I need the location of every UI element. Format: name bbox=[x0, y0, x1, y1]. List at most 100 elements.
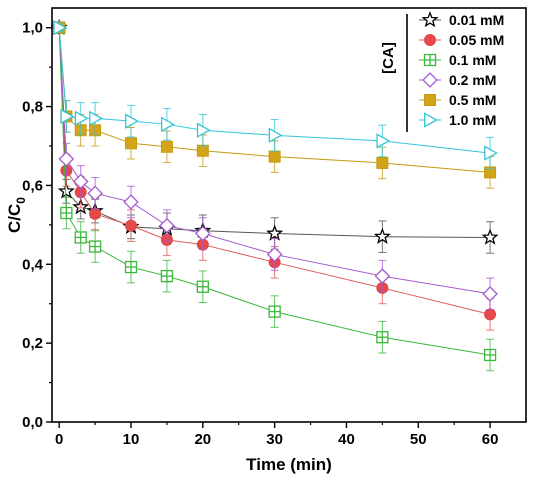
data-point bbox=[266, 246, 283, 263]
legend-marker bbox=[424, 112, 438, 128]
marker-shape bbox=[58, 151, 75, 167]
series-line bbox=[58, 27, 491, 238]
x-tick-label: 50 bbox=[410, 431, 427, 448]
marker-shape bbox=[424, 112, 438, 128]
data-point bbox=[74, 110, 89, 127]
series-1-0-mm bbox=[53, 20, 499, 170]
y-tick-label: 0,2 bbox=[22, 335, 43, 352]
marker-shape bbox=[376, 133, 391, 149]
marker-shape bbox=[422, 72, 438, 88]
legend-items: 0.01 mM 0.05 mM 0.1 mM 0.2 mM 0.5 mM 1.0 mM bbox=[419, 11, 504, 128]
legend-label: 0.2 mM bbox=[449, 72, 496, 88]
marker-shape bbox=[482, 286, 498, 302]
data-point bbox=[58, 151, 75, 167]
marker-shape bbox=[481, 228, 499, 245]
x-tick-label: 20 bbox=[194, 431, 211, 448]
marker-shape bbox=[159, 217, 175, 234]
marker-shape bbox=[268, 127, 283, 144]
data-point bbox=[266, 224, 284, 241]
marker-shape bbox=[74, 110, 89, 127]
marker-shape bbox=[72, 173, 89, 190]
legend-item: 1.0 mM bbox=[419, 112, 496, 128]
marker-shape bbox=[484, 308, 497, 321]
data-point bbox=[89, 110, 104, 127]
data-point bbox=[74, 231, 87, 244]
data-point bbox=[72, 173, 89, 190]
series-line bbox=[58, 27, 491, 173]
x-tick-label: 10 bbox=[123, 431, 140, 448]
x-tick-label: 0 bbox=[55, 431, 63, 448]
y-axis-label-subscript: 0 bbox=[14, 197, 28, 204]
x-tick-label: 60 bbox=[482, 431, 499, 448]
marker-shape bbox=[196, 122, 211, 138]
axis-layer: 0 10 20 30 40 50 60 0,0 0,2 0,4 0,6 0,8 1,0 bbox=[22, 20, 498, 448]
data-point bbox=[196, 122, 211, 138]
data-point bbox=[53, 20, 68, 36]
marker-shape bbox=[87, 185, 103, 202]
marker-shape bbox=[160, 116, 175, 133]
marker-shape bbox=[266, 224, 284, 241]
marker-shape bbox=[424, 34, 436, 46]
data-point bbox=[374, 268, 391, 284]
legend: [CA] 0.01 mM 0.05 mM 0.1 mM 0.2 mM 0.5 mM 1.0… bbox=[380, 11, 504, 132]
legend-marker bbox=[421, 11, 439, 28]
y-axis-label-main: C/C bbox=[5, 204, 24, 233]
x-tick-label: 30 bbox=[266, 431, 283, 448]
marker-shape bbox=[89, 207, 102, 220]
data-point bbox=[87, 185, 103, 202]
data-point bbox=[159, 217, 175, 234]
data-point bbox=[196, 280, 209, 293]
data-point bbox=[125, 137, 137, 150]
marker-shape bbox=[125, 137, 137, 150]
data-point bbox=[89, 207, 102, 220]
legend-marker bbox=[424, 34, 436, 46]
data-point bbox=[268, 305, 281, 318]
data-point bbox=[376, 156, 389, 169]
marker-shape bbox=[484, 145, 499, 161]
legend-label: 1.0 mM bbox=[449, 112, 496, 128]
data-point bbox=[196, 144, 209, 157]
marker-shape bbox=[125, 113, 139, 129]
legend-item: 0.01 mM bbox=[419, 11, 504, 28]
data-point bbox=[124, 260, 138, 274]
data-point bbox=[60, 206, 73, 220]
legend-item: 0.2 mM bbox=[419, 72, 496, 88]
data-point bbox=[483, 348, 497, 362]
y-tick-label: 0,6 bbox=[22, 177, 43, 194]
data-point bbox=[484, 308, 497, 321]
legend-label: 0.5 mM bbox=[449, 92, 496, 108]
legend-marker bbox=[423, 53, 437, 67]
marker-shape bbox=[57, 182, 75, 199]
x-axis-label: Time (min) bbox=[246, 455, 332, 474]
y-axis-label: C/C0 bbox=[5, 197, 28, 233]
marker-shape bbox=[421, 11, 439, 28]
marker-shape bbox=[376, 156, 389, 169]
data-point bbox=[160, 140, 173, 153]
y-tick-label: 0,8 bbox=[22, 99, 43, 116]
svg-text:C/C0: C/C0 bbox=[5, 197, 28, 233]
data-point bbox=[160, 269, 174, 283]
marker-shape bbox=[196, 144, 209, 157]
legend-marker bbox=[422, 72, 438, 88]
legend-item: 0.1 mM bbox=[419, 52, 496, 68]
data-point bbox=[195, 225, 211, 242]
data-point bbox=[484, 145, 499, 161]
data-point bbox=[482, 286, 498, 302]
marker-shape bbox=[60, 108, 75, 125]
legend-title: [CA] bbox=[380, 42, 397, 74]
data-point bbox=[160, 116, 175, 133]
legend-label: 0.05 mM bbox=[449, 32, 504, 48]
plot-frame bbox=[51, 7, 527, 423]
data-point bbox=[373, 227, 391, 244]
series-layer bbox=[50, 18, 499, 372]
marker-shape bbox=[53, 20, 68, 36]
data-point bbox=[125, 219, 137, 232]
legend-label: 0.1 mM bbox=[449, 52, 496, 68]
x-tick-label: 40 bbox=[338, 431, 355, 448]
series-line bbox=[58, 27, 491, 154]
data-point bbox=[123, 194, 139, 210]
data-point bbox=[268, 150, 281, 163]
legend-marker bbox=[424, 94, 436, 106]
marker-shape bbox=[374, 268, 391, 284]
